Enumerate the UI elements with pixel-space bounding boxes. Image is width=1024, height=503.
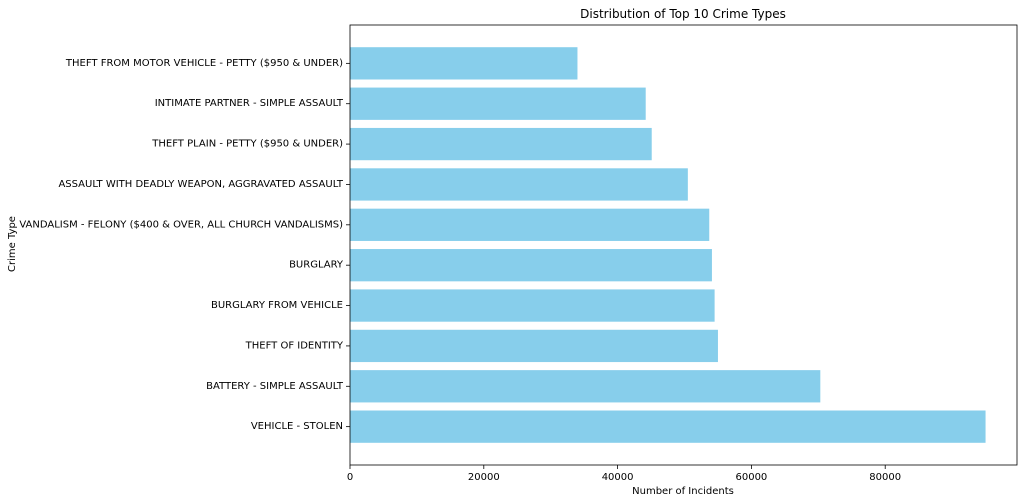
bar	[350, 289, 715, 322]
bar	[350, 47, 578, 80]
y-tick-label: THEFT FROM MOTOR VEHICLE - PETTY ($950 &…	[65, 58, 343, 69]
x-axis-ticks: 0 20000 40000 60000 80000	[347, 465, 901, 483]
x-tick-label: 80000	[869, 472, 901, 483]
y-tick-label: INTIMATE PARTNER - SIMPLE ASSAULT	[155, 98, 344, 109]
x-tick-label: 60000	[735, 472, 767, 483]
x-tick-label: 20000	[468, 472, 500, 483]
y-tick-label: THEFT PLAIN - PETTY ($950 & UNDER)	[151, 139, 343, 150]
bar	[350, 329, 718, 363]
y-tick-label: BURGLARY	[289, 260, 344, 271]
y-tick-label: THEFT OF IDENTITY	[245, 340, 344, 351]
x-tick-label: 40000	[602, 472, 634, 483]
x-axis-label: Number of Incidents	[632, 486, 734, 497]
chart-title: Distribution of Top 10 Crime Types	[580, 7, 786, 21]
y-tick-label: BURGLARY FROM VEHICLE	[211, 300, 343, 311]
plot-frame-border	[349, 24, 1018, 466]
y-tick-label: ASSAULT WITH DEADLY WEAPON, AGGRAVATED A…	[58, 179, 343, 190]
y-tick-label: BATTERY - SIMPLE ASSAULT	[206, 381, 344, 392]
bars-layer	[350, 47, 986, 443]
bar	[350, 370, 821, 403]
bar	[350, 208, 710, 241]
y-axis-ticks: VEHICLE - STOLEN BATTERY - SIMPLE ASSAULT…	[19, 58, 350, 432]
bar	[350, 249, 712, 282]
bar	[350, 410, 986, 443]
y-tick-label: VEHICLE - STOLEN	[251, 421, 343, 432]
bar	[350, 87, 646, 120]
bar	[350, 168, 688, 201]
y-axis-label: Crime Type	[7, 216, 18, 272]
bar	[350, 127, 652, 161]
plot-frame	[349, 24, 1018, 466]
x-tick-label: 0	[347, 472, 353, 483]
y-tick-label: VANDALISM - FELONY ($400 & OVER, ALL CHU…	[19, 219, 343, 230]
